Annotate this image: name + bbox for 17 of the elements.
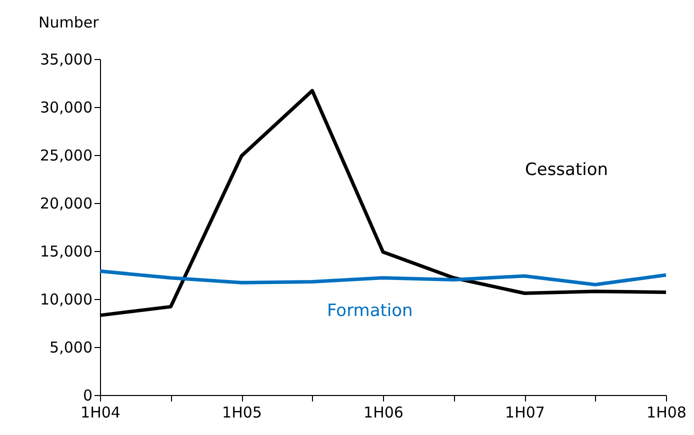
x-tick-label: 1H04 [80,404,120,422]
y-tick-label: 15,000 [40,242,92,260]
series-label: Formation [327,301,413,321]
y-tick-label: 25,000 [40,146,92,164]
y-tick-label: 0 [82,386,92,404]
x-tick-label: 1H06 [364,404,404,422]
y-tick-label: 5,000 [50,338,92,356]
y-tick-label: 20,000 [40,194,92,212]
y-tick-label: 10,000 [40,290,92,308]
y-tick-label: 30,000 [40,98,92,116]
line-series [98,269,668,286]
text: Cessation [525,160,608,180]
y-axis-title: Number [38,14,100,32]
x-tick-label: 1H05 [222,404,262,422]
x-tick-label: 1H08 [646,404,686,422]
y-tick-label: 35,000 [40,50,92,68]
x-tick-label: 1H07 [505,404,545,422]
